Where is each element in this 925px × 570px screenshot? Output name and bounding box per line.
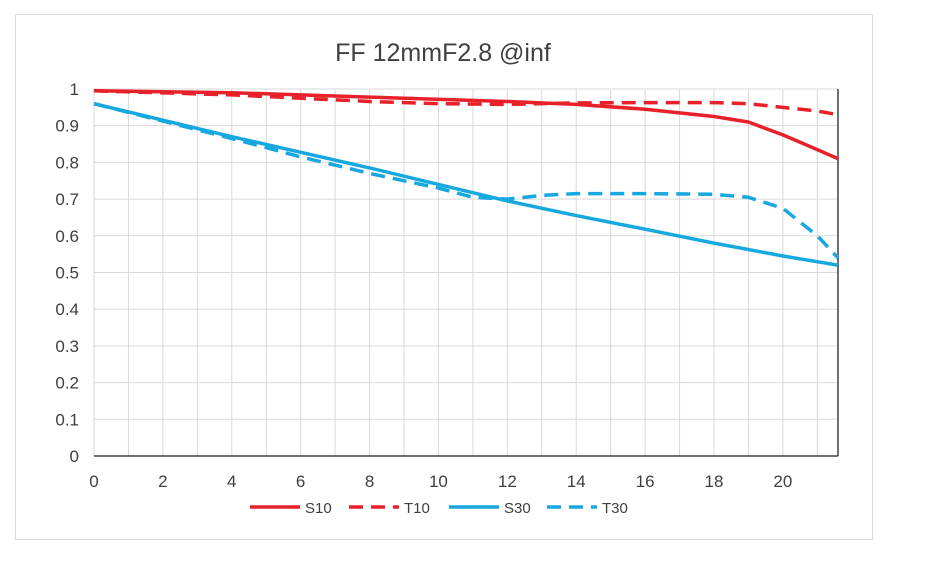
x-tick-label: 16 (636, 472, 655, 491)
x-tick-label: 10 (429, 472, 448, 491)
grid (94, 88, 838, 456)
y-tick-label: 0 (70, 447, 79, 466)
x-tick-label: 4 (227, 472, 236, 491)
legend-label: S10 (305, 500, 332, 517)
y-tick-label: 0.1 (55, 410, 79, 429)
y-tick-label: 0.8 (55, 153, 79, 172)
legend: S10 T10 S30 T30 (250, 500, 628, 517)
tick-labels: 0 2 4 6 8 10 12 14 16 18 20 0 0.1 0.2 0.3 0.4 0.5 0.6 0.7 0… (55, 80, 792, 491)
x-tick-label: 14 (567, 472, 586, 491)
legend-label: T10 (404, 500, 430, 517)
series-line-t30 (93, 102, 840, 259)
y-tick-label: 0.5 (55, 264, 79, 283)
legend-label: S30 (504, 500, 531, 517)
y-tick-label: 0.7 (55, 190, 79, 209)
x-tick-label: 12 (498, 472, 517, 491)
series-line-s30 (93, 101, 839, 267)
y-tick-label: 0.9 (55, 117, 79, 136)
y-tick-label: 0.3 (55, 337, 79, 356)
series-lines (93, 89, 840, 267)
series-line-s10 (93, 89, 839, 161)
y-tick-label: 0.4 (55, 300, 79, 319)
y-tick-label: 0.2 (55, 374, 79, 393)
chart-frame (15, 14, 873, 540)
x-tick-label: 18 (705, 472, 724, 491)
x-tick-label: 20 (773, 472, 792, 491)
y-tick-label: 1 (70, 80, 79, 99)
y-tick-label: 0.6 (55, 227, 79, 246)
x-tick-label: 0 (89, 472, 98, 491)
x-tick-label: 2 (158, 472, 167, 491)
axes (93, 89, 839, 457)
legend-label: T30 (602, 500, 628, 517)
series-line-t10 (93, 89, 839, 117)
x-tick-label: 8 (365, 472, 374, 491)
x-tick-label: 6 (296, 472, 305, 491)
chart-title: FF 12mmF2.8 @inf (335, 39, 551, 67)
